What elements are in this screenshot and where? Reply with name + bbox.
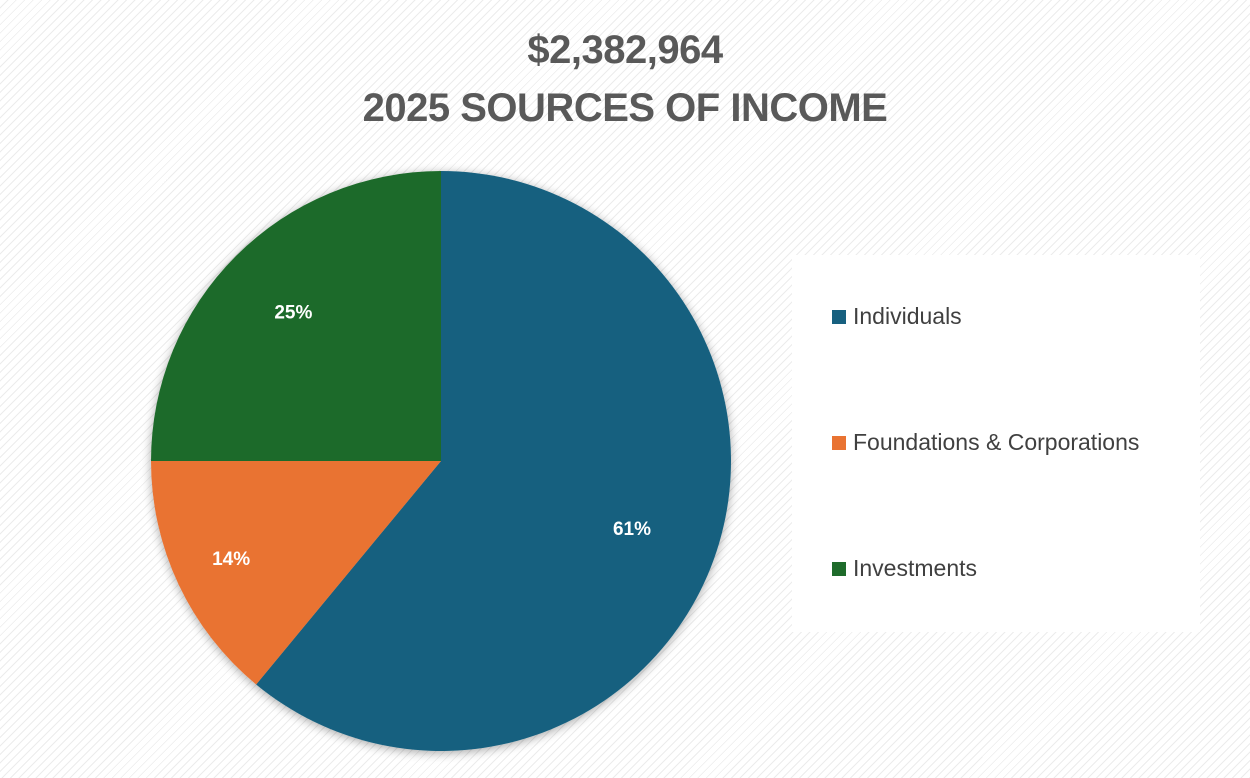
legend-swatch (832, 309, 846, 324)
legend-swatch (832, 435, 846, 450)
legend-label: Investments (853, 555, 977, 581)
legend-label: Individuals (853, 303, 962, 329)
chart-title: $2,382,964 (527, 28, 723, 72)
legend-item[interactable]: Foundations & Corporations (832, 429, 1139, 456)
legend-item[interactable]: Individuals (832, 303, 962, 330)
chart-subtitle: 2025 SOURCES OF INCOME (362, 86, 888, 130)
pie-slice-foundations-corporations[interactable] (151, 461, 441, 685)
pie-slice-investments[interactable] (151, 171, 441, 461)
chart-legend: Individuals Foundations & Corporations Inv… (792, 255, 1200, 632)
legend-label: Foundations & Corporations (853, 429, 1140, 455)
pie-slice-individuals[interactable] (256, 171, 731, 751)
data-label: 61% (613, 519, 651, 540)
data-label: 25% (274, 302, 312, 323)
legend-item[interactable]: Investments (832, 555, 977, 582)
data-label: 14% (212, 549, 250, 570)
legend-swatch (832, 561, 846, 576)
